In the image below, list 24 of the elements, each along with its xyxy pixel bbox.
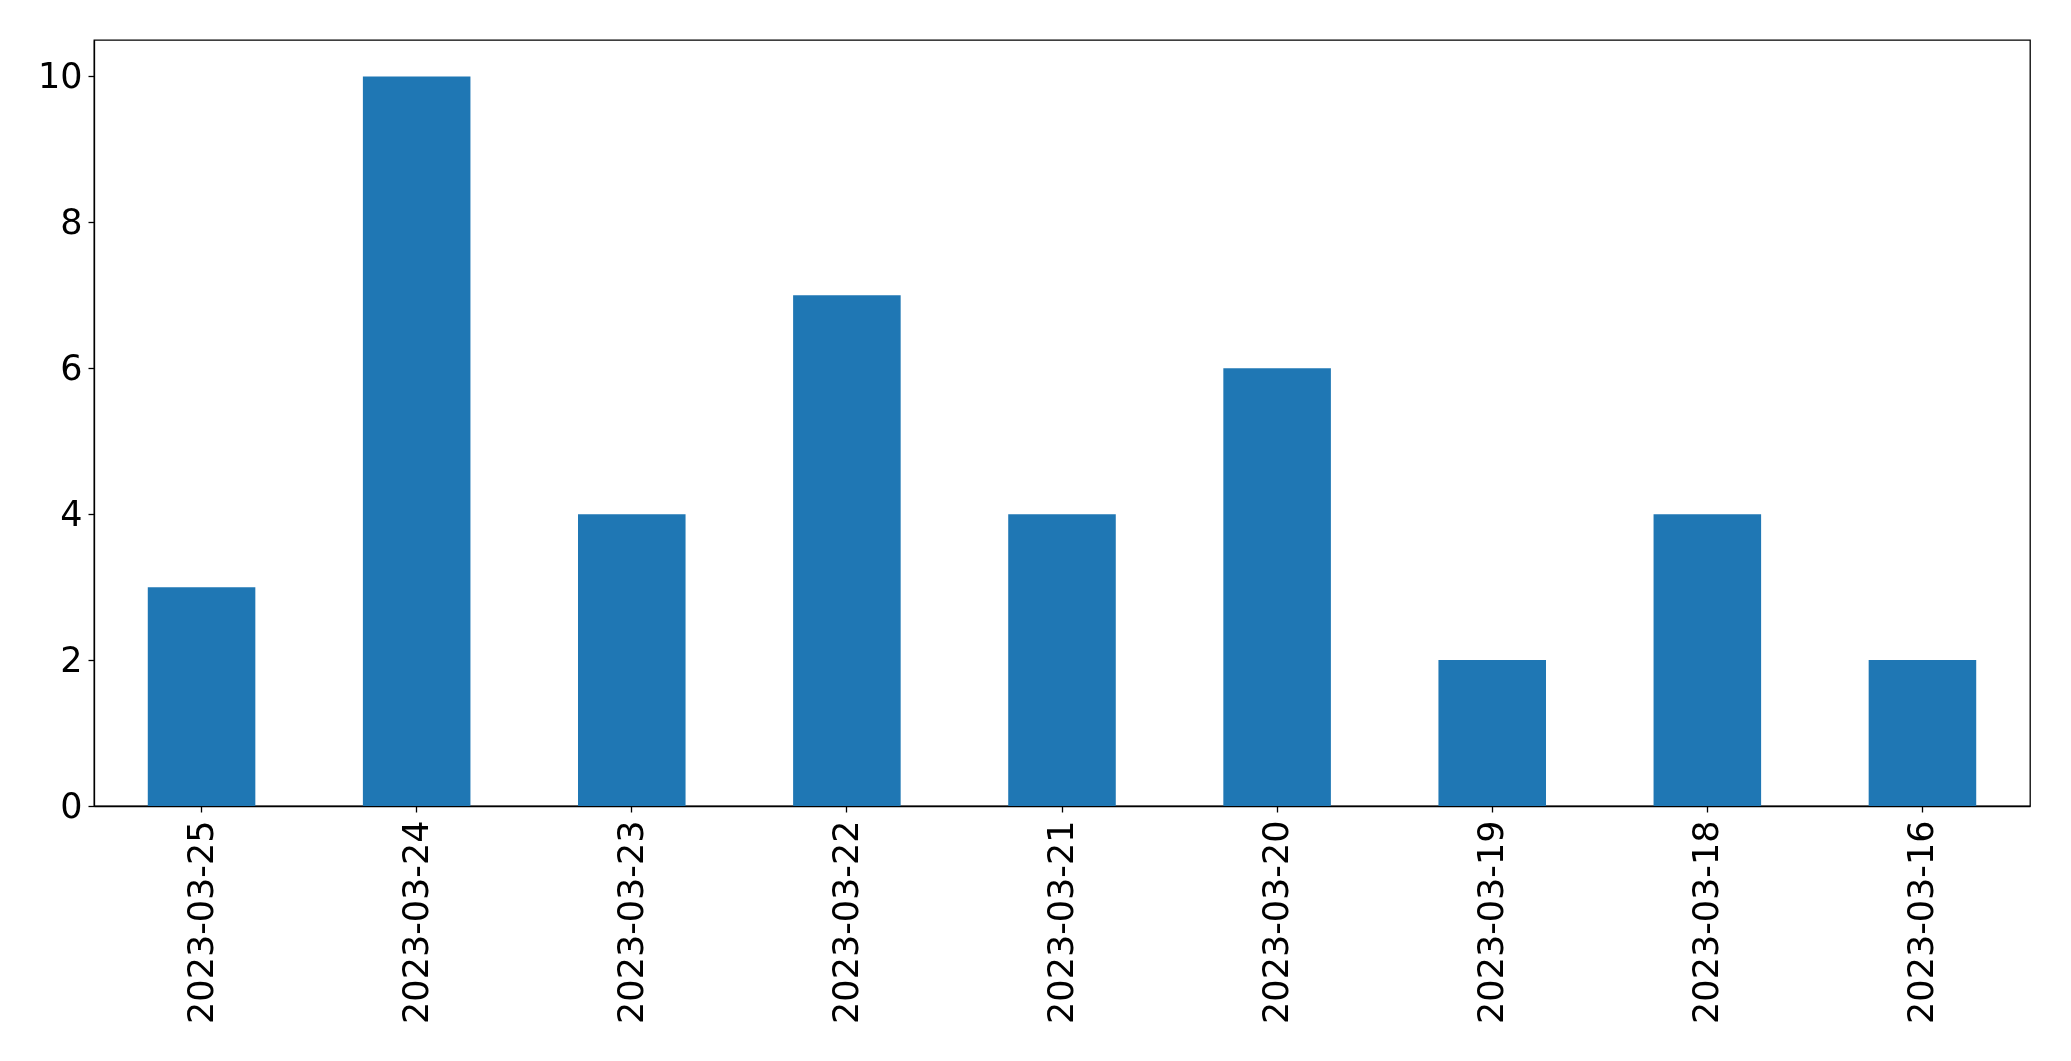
x-tick-label: 2023-03-18 [1686, 820, 1727, 1024]
y-tick-label: 8 [60, 201, 83, 242]
x-tick-label: 2023-03-22 [825, 820, 866, 1024]
x-tick-label: 2023-03-23 [610, 820, 651, 1024]
y-tick-label: 10 [37, 55, 83, 96]
bar [578, 514, 686, 806]
bar [1438, 660, 1546, 806]
bar [793, 295, 901, 806]
y-tick-label: 6 [60, 347, 83, 388]
bar [1008, 514, 1116, 806]
x-tick-label: 2023-03-20 [1256, 820, 1297, 1024]
bar [147, 587, 256, 806]
x-tick-label: 2023-03-24 [395, 820, 436, 1024]
y-tick-label: 0 [60, 785, 83, 826]
bar [1223, 368, 1331, 806]
x-tick-label: 2023-03-16 [1901, 820, 1942, 1024]
bar [1653, 514, 1762, 806]
x-tick-label: 2023-03-21 [1041, 820, 1081, 1024]
x-tick-label: 2023-03-25 [180, 820, 221, 1024]
y-tick-label: 4 [60, 493, 83, 534]
x-tick-label: 2023-03-19 [1471, 820, 1512, 1024]
y-tick-label: 2 [60, 639, 83, 680]
bar [362, 76, 471, 806]
bar [1868, 660, 1977, 806]
